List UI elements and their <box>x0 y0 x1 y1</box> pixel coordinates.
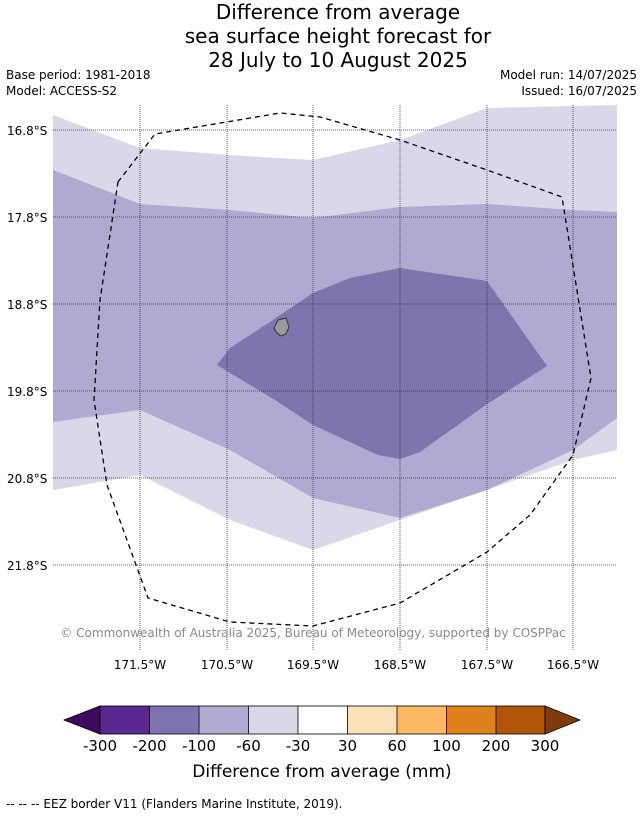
title-line-1: Difference from average <box>215 0 461 24</box>
title-line-3: 28 July to 10 August 2025 <box>208 48 468 72</box>
meta-right: Model run: 14/07/2025 Issued: 16/07/2025 <box>500 67 637 99</box>
colorbar-label-8: 200 <box>482 737 511 755</box>
colorbar-label-2: -100 <box>182 737 216 755</box>
model-run: Model run: 14/07/2025 <box>499 68 637 82</box>
lon-label-2: 169.5°W <box>287 658 339 672</box>
lon-label-4: 167.5°W <box>461 658 513 672</box>
lat-label-2: 18.8°S <box>7 298 47 312</box>
lat-label-5: 21.8°S <box>7 559 47 573</box>
meta-left: Base period: 1981-2018 Model: ACCESS-S2 <box>6 67 151 99</box>
issued-date: Issued: 16/07/2025 <box>521 84 637 98</box>
title-line-2: sea surface height forecast for <box>184 24 492 48</box>
colorbar-label-0: -300 <box>83 737 117 755</box>
colorbar-seg-3 <box>199 706 249 734</box>
lon-label-1: 170.5°W <box>201 658 253 672</box>
latitude-gridlines <box>53 129 617 566</box>
lat-label-4: 20.8°S <box>7 472 47 486</box>
island-shape <box>273 317 290 337</box>
model-name: Model: ACCESS-S2 <box>6 84 118 98</box>
colorbar-seg-8 <box>446 706 496 734</box>
lon-label-5: 166.5°W <box>547 658 599 672</box>
colorbar-max-arrow <box>544 705 582 735</box>
lat-label-3: 19.8°S <box>7 385 47 399</box>
colorbar-label-6: 60 <box>387 737 406 755</box>
colorbar-seg-5 <box>298 706 348 734</box>
colorbar: -300 -200 -100 -60 -30 30 60 100 200 300 <box>62 705 582 755</box>
map-title: Difference from average sea surface heig… <box>0 0 644 72</box>
colorbar-seg-4 <box>248 706 298 734</box>
colorbar-seg-6 <box>347 706 397 734</box>
colorbar-min-arrow <box>62 705 101 735</box>
colorbar-label-4: -30 <box>286 737 311 755</box>
colorbar-label-1: -200 <box>132 737 166 755</box>
colorbar-seg-2 <box>149 706 199 734</box>
eez-footnote: -- -- -- EEZ border V11 (Flanders Marine… <box>6 797 343 811</box>
colorbar-title: Difference from average (mm) <box>192 762 452 782</box>
colorbar-dividers <box>149 706 497 734</box>
colorbar-label-7: 100 <box>432 737 461 755</box>
colorbar-frame <box>99 705 546 735</box>
lon-label-3: 168.5°W <box>374 658 426 672</box>
longitude-gridlines <box>139 105 574 650</box>
lat-label-0: 16.8°S <box>7 124 47 138</box>
lon-label-0: 171.5°W <box>114 658 166 672</box>
eez-border <box>93 112 592 627</box>
colorbar-label-3: -60 <box>236 737 261 755</box>
base-period: Base period: 1981-2018 <box>6 68 151 82</box>
colorbar-label-5: 30 <box>338 737 357 755</box>
colorbar-seg-9 <box>496 706 545 734</box>
colorbar-seg-1 <box>100 706 150 734</box>
sea-level-map: 16.8°S 17.8°S 18.8°S 19.8°S 20.8°S 21.8°… <box>7 105 617 672</box>
colorbar-label-9: 300 <box>531 737 560 755</box>
lat-label-1: 17.8°S <box>7 211 47 225</box>
band-minus100-minus60 <box>217 268 547 459</box>
colorbar-seg-7 <box>397 706 447 734</box>
copyright-credit: © Commonwealth of Australia 2025, Bureau… <box>60 626 565 640</box>
